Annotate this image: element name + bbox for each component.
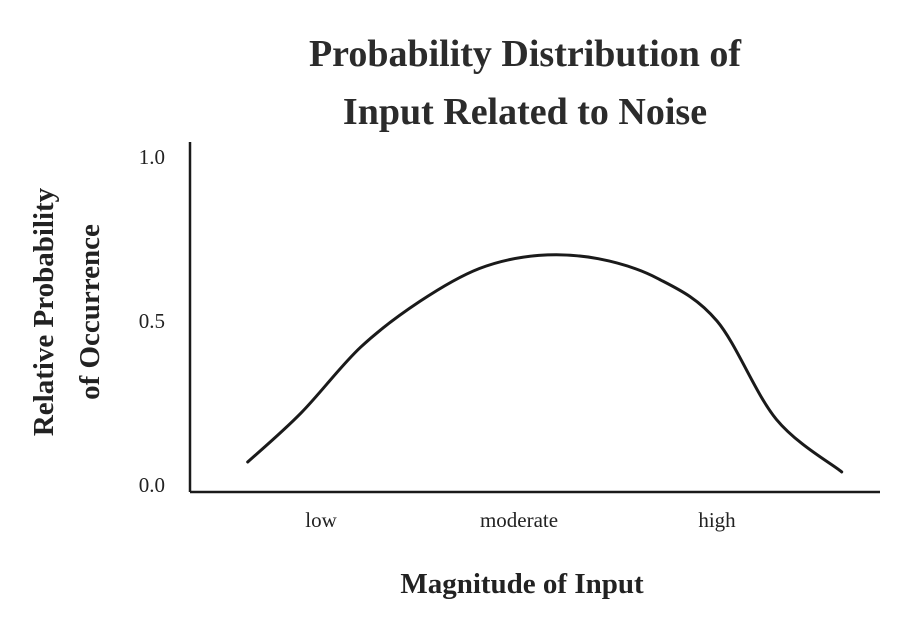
y-tick-label: 0.5 <box>139 309 165 333</box>
y-axis-title-line-1: Relative Probability <box>28 187 60 436</box>
series-line <box>246 253 844 474</box>
x-tick-labels: low moderate high <box>305 508 736 532</box>
y-axis-title-line-2: of Occurrence <box>74 224 106 400</box>
x-axis-title: Magnitude of Input <box>400 568 644 600</box>
chart-title-line-2: Input Related to Noise <box>343 91 707 133</box>
y-tick-label: 0.0 <box>139 473 165 497</box>
x-tick-label: moderate <box>480 508 558 532</box>
chart-title-line-1: Probability Distribution of <box>309 33 742 75</box>
x-tick-label: low <box>305 508 337 532</box>
y-tick-label: 1.0 <box>139 145 165 169</box>
series-layer <box>246 253 844 474</box>
x-tick-label: high <box>698 508 736 532</box>
y-axis-title: Relative Probability of Occurrence <box>28 187 106 436</box>
y-tick-labels: 0.0 0.5 1.0 <box>139 145 165 497</box>
